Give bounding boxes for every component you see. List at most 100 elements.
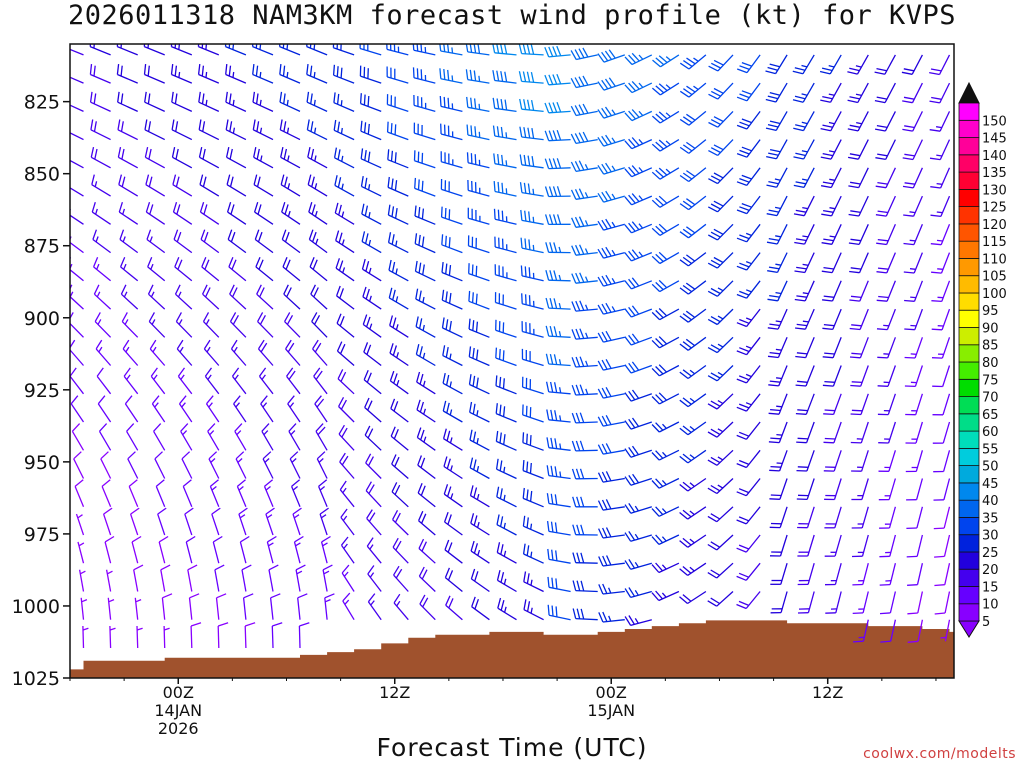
wind-barb (236, 479, 247, 508)
barb-feather (876, 96, 888, 100)
barb-feather (321, 535, 331, 543)
barb-half-feather (801, 93, 808, 96)
barb-feather (121, 176, 126, 187)
wind-barb (793, 167, 815, 189)
barb-feather (341, 564, 350, 574)
barb-feather (738, 544, 750, 550)
barb-feather (205, 287, 211, 298)
barb-feather (338, 424, 345, 435)
barb-half-feather (315, 238, 319, 245)
wind-barb (597, 134, 625, 147)
wind-barb (338, 396, 355, 423)
barb-feather (547, 576, 550, 588)
barb-feather (658, 364, 667, 373)
barb-feather (875, 214, 887, 217)
barb-feather (362, 286, 367, 297)
barb-feather (90, 119, 94, 130)
barb-shaft (185, 541, 193, 564)
barb-feather (794, 67, 806, 71)
wind-barb (907, 591, 924, 615)
wind-barb (876, 308, 897, 331)
wind-barb (707, 421, 734, 438)
barb-feather (367, 400, 373, 411)
barb-feather (418, 262, 422, 274)
barb-feather (202, 312, 210, 322)
barb-feather (849, 270, 860, 274)
barb-feather (582, 131, 589, 142)
wind-barb (151, 395, 166, 423)
barb-feather (767, 355, 779, 359)
wind-barb (707, 393, 734, 410)
barb-feather (364, 205, 369, 217)
barb-feather (682, 228, 693, 236)
barb-feather (554, 522, 558, 533)
barb-half-feather (689, 566, 695, 572)
barb-feather (415, 316, 419, 327)
wind-barb (155, 479, 166, 508)
barb-feather (907, 584, 918, 586)
barb-feather (442, 400, 447, 412)
wind-barb (597, 274, 625, 287)
barb-half-feather (584, 304, 589, 311)
barb-feather (189, 593, 200, 599)
barb-half-feather (476, 493, 480, 500)
barb-shaft (158, 541, 166, 564)
barb-half-feather (503, 466, 506, 473)
barb-feather (197, 44, 200, 47)
barb-shaft (157, 513, 166, 536)
colorbar: 5101520253035404550556065707580859095100… (958, 81, 1007, 638)
barb-half-feather (177, 291, 182, 298)
barb-half-feather (151, 319, 156, 325)
barb-feather (364, 150, 367, 161)
barb-shaft (131, 541, 139, 564)
x-tick-label: 12Z (379, 683, 410, 702)
wind-barb (931, 337, 951, 359)
colorbar-label: 40 (982, 494, 999, 509)
barb-feather (100, 451, 109, 460)
barb-feather (794, 298, 806, 302)
barb-half-feather (207, 374, 212, 380)
colorbar-swatch (958, 154, 980, 173)
wind-barb (70, 48, 84, 56)
wind-barb (518, 44, 544, 56)
barb-feather (522, 460, 525, 471)
barb-feather (852, 612, 864, 615)
colorbar-label: 30 (982, 529, 999, 544)
wind-barb (906, 534, 924, 558)
barb-feather (120, 284, 127, 295)
wind-barb (624, 503, 652, 514)
wind-barb (260, 395, 274, 423)
barb-feather (707, 403, 718, 410)
barb-feather (631, 361, 640, 371)
barb-feather (174, 44, 177, 49)
barb-feather (550, 493, 554, 505)
barb-feather (499, 404, 502, 416)
wind-barb (133, 564, 144, 592)
barb-half-feather (237, 458, 243, 463)
barb-feather (549, 242, 554, 253)
barb-half-feather (181, 402, 186, 408)
wind-barb (387, 204, 409, 225)
wind-barb (767, 308, 788, 330)
barb-shaft (943, 478, 951, 500)
barb-feather (174, 256, 180, 268)
barb-feather (550, 437, 554, 449)
wind-barb (522, 460, 544, 480)
barb-feather (570, 133, 577, 144)
wind-barb (877, 337, 897, 359)
barb-half-feather (689, 425, 695, 431)
barb-half-feather (503, 522, 506, 529)
barb-half-feather (775, 291, 782, 295)
barb-half-feather (232, 71, 235, 78)
barb-half-feather (717, 484, 724, 489)
wind-barb (263, 479, 274, 508)
barb-feather (70, 367, 77, 377)
colorbar-swatch (958, 344, 980, 363)
wind-barb (878, 478, 897, 501)
barb-feather (822, 209, 834, 213)
wind-barb (519, 98, 544, 113)
barb-feather (500, 99, 504, 110)
barb-feather (907, 612, 918, 615)
barb-feather (685, 282, 696, 290)
barb-half-feather (287, 210, 291, 217)
